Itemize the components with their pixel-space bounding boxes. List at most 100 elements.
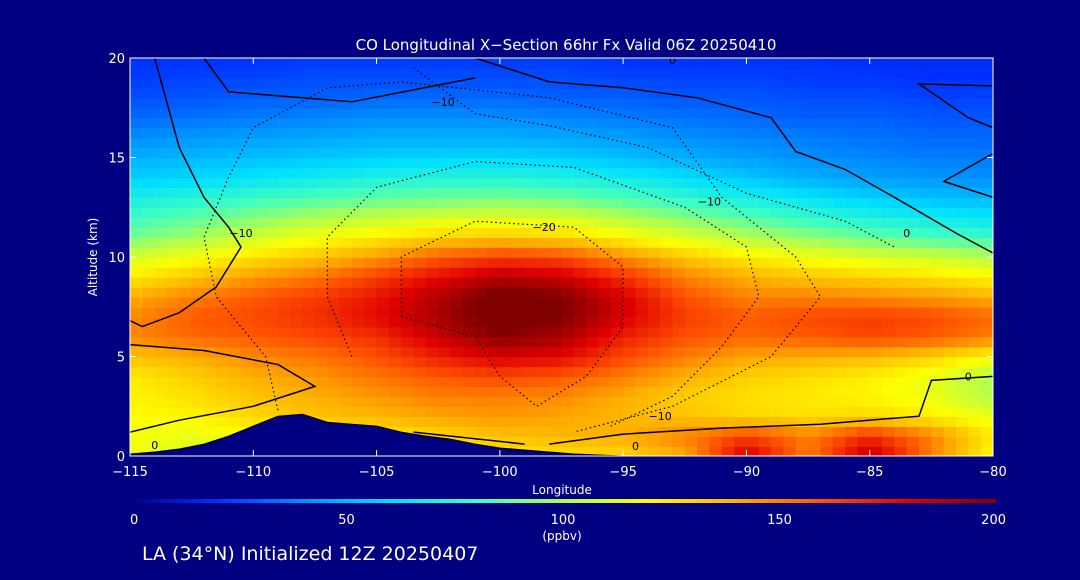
heatmap-cell	[549, 276, 563, 288]
heatmap-cell	[216, 286, 230, 298]
heatmap-cell	[906, 147, 920, 159]
heatmap-cell	[734, 306, 748, 318]
heatmap-cell	[142, 227, 156, 238]
heatmap-cell	[499, 217, 513, 228]
heatmap-cell	[586, 177, 600, 189]
heatmap-cell	[882, 147, 896, 159]
heatmap-cell	[697, 107, 711, 119]
heatmap-cell	[561, 137, 575, 149]
heatmap-cell	[487, 376, 501, 388]
heatmap-cell	[808, 137, 822, 149]
heatmap-cell	[166, 306, 181, 318]
heatmap-cell	[549, 58, 563, 69]
heatmap-cell	[697, 137, 711, 149]
heatmap-cell	[746, 386, 760, 398]
heatmap-cell	[660, 197, 674, 209]
heatmap-cell	[672, 197, 686, 209]
heatmap-cell	[450, 276, 464, 288]
heatmap-cell	[968, 346, 982, 358]
contour-label: 0	[903, 227, 910, 240]
heatmap-cell	[228, 187, 242, 199]
heatmap-cell	[882, 266, 896, 278]
heatmap-cell	[536, 386, 550, 398]
heatmap-cell	[647, 436, 661, 447]
heatmap-cell	[388, 386, 403, 398]
heatmap-cell	[549, 366, 563, 378]
heatmap-cell	[573, 97, 587, 109]
heatmap-cell	[882, 77, 896, 89]
heatmap-cell	[919, 58, 933, 69]
heatmap-cell	[820, 217, 834, 228]
heatmap-cell	[388, 257, 403, 268]
heatmap-cell	[684, 97, 698, 109]
heatmap-cell	[302, 326, 316, 338]
heatmap-cell	[364, 356, 378, 368]
heatmap-cell	[882, 446, 896, 456]
heatmap-cell	[475, 247, 489, 258]
heatmap-cell	[203, 157, 218, 169]
heatmap-cell	[487, 167, 501, 179]
heatmap-cell	[499, 276, 513, 288]
heatmap-cell	[573, 276, 587, 288]
heatmap-cell	[795, 296, 809, 308]
heatmap-cell	[450, 147, 464, 159]
heatmap-cell	[203, 127, 218, 139]
contour-line-dotted	[413, 67, 895, 248]
heatmap-cell	[253, 77, 267, 89]
heatmap-cell	[191, 237, 205, 248]
heatmap-cell	[758, 257, 772, 268]
heatmap-cell	[512, 227, 526, 238]
heatmap-cell	[216, 336, 230, 348]
heatmap-cell	[820, 386, 834, 398]
heatmap-cell	[549, 436, 563, 447]
heatmap-cell	[290, 406, 304, 417]
heatmap-cell	[536, 58, 550, 69]
heatmap-cell	[462, 67, 476, 79]
heatmap-cell	[635, 67, 649, 79]
heatmap-cell	[130, 207, 144, 218]
heatmap-cell	[130, 167, 144, 179]
heatmap-cell	[179, 227, 193, 238]
heatmap-cell	[956, 426, 970, 437]
heatmap-cell	[327, 207, 341, 218]
heatmap-cell	[931, 58, 945, 69]
heatmap-cell	[684, 426, 698, 437]
heatmap-cell	[672, 217, 686, 228]
heatmap-cell	[351, 67, 366, 79]
heatmap-cell	[857, 426, 871, 437]
heatmap-layer	[130, 58, 993, 456]
heatmap-cell	[968, 406, 982, 417]
heatmap-cell	[882, 67, 896, 79]
heatmap-cell	[857, 187, 871, 199]
heatmap-cell	[549, 386, 563, 398]
heatmap-cell	[475, 316, 489, 328]
heatmap-cell	[980, 436, 993, 447]
heatmap-cell	[832, 406, 846, 417]
heatmap-cell	[980, 167, 993, 179]
heatmap-cell	[142, 127, 156, 139]
heatmap-cell	[598, 187, 612, 199]
heatmap-cell	[351, 197, 366, 209]
heatmap-cell	[327, 117, 341, 129]
heatmap-cell	[635, 227, 649, 238]
heatmap-cell	[327, 87, 341, 99]
heatmap-cell	[980, 58, 993, 69]
heatmap-cell	[919, 356, 933, 368]
heatmap-cell	[413, 117, 427, 129]
heatmap-cell	[610, 386, 624, 398]
heatmap-cell	[142, 426, 156, 437]
heatmap-cell	[314, 386, 329, 398]
heatmap-cell	[586, 276, 600, 288]
heatmap-cell	[240, 286, 255, 298]
heatmap-cell	[709, 87, 723, 99]
heatmap-cell	[203, 67, 218, 79]
heatmap-cell	[277, 197, 292, 209]
heatmap-cell	[327, 316, 341, 328]
heatmap-cell	[598, 117, 612, 129]
contour-line	[916, 83, 993, 129]
heatmap-cell	[462, 346, 476, 358]
heatmap-cell	[425, 97, 440, 109]
heatmap-cell	[734, 286, 748, 298]
heatmap-cell	[191, 336, 205, 348]
heatmap-cell	[327, 266, 341, 278]
